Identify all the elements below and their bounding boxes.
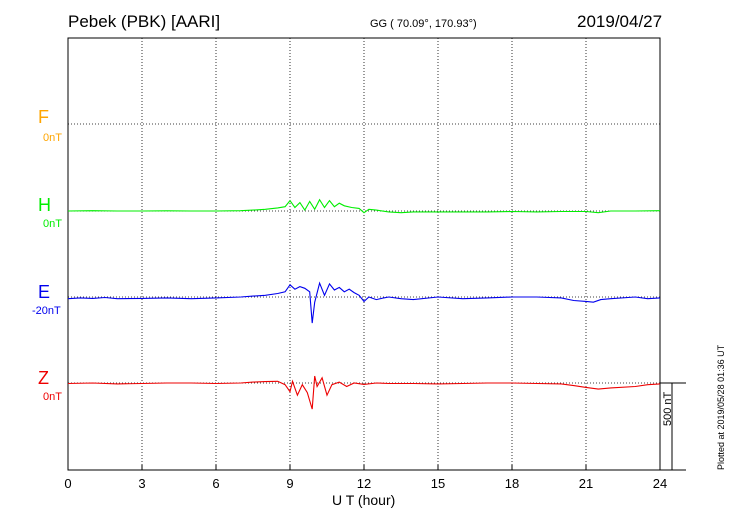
x-tick-label-18: 18 — [505, 476, 519, 491]
coordinates: GG ( 70.09°, 170.93°) — [370, 18, 477, 30]
x-tick-label-21: 21 — [579, 476, 593, 491]
channel-offset-h: 0nT — [43, 218, 62, 230]
trace-e — [67, 281, 661, 324]
scale-bar — [660, 382, 686, 471]
x-tick-label-12: 12 — [357, 476, 371, 491]
trace-h — [67, 198, 661, 214]
channel-name-f: F — [38, 107, 49, 127]
x-axis-label: U T (hour) — [332, 492, 396, 508]
x-tick-label-0: 0 — [64, 476, 71, 491]
channel-offset-e: -20nT — [32, 305, 61, 317]
channel-offset-z: 0nT — [43, 391, 62, 403]
channel-name-h: H — [38, 195, 51, 215]
x-tick-label-9: 9 — [286, 476, 293, 491]
channel-name-z: Z — [38, 368, 49, 388]
date-label: 2019/04/27 — [577, 12, 663, 31]
channel-offset-f: 0nT — [43, 132, 62, 144]
trace-z — [67, 375, 661, 410]
x-tick-label-6: 6 — [212, 476, 219, 491]
channel-name-e: E — [38, 282, 51, 302]
x-tick-label-24: 24 — [653, 476, 667, 491]
station-title: Pebek (PBK) [AARI] — [68, 12, 221, 31]
x-tick-label-3: 3 — [138, 476, 145, 491]
x-tick-label-15: 15 — [431, 476, 445, 491]
